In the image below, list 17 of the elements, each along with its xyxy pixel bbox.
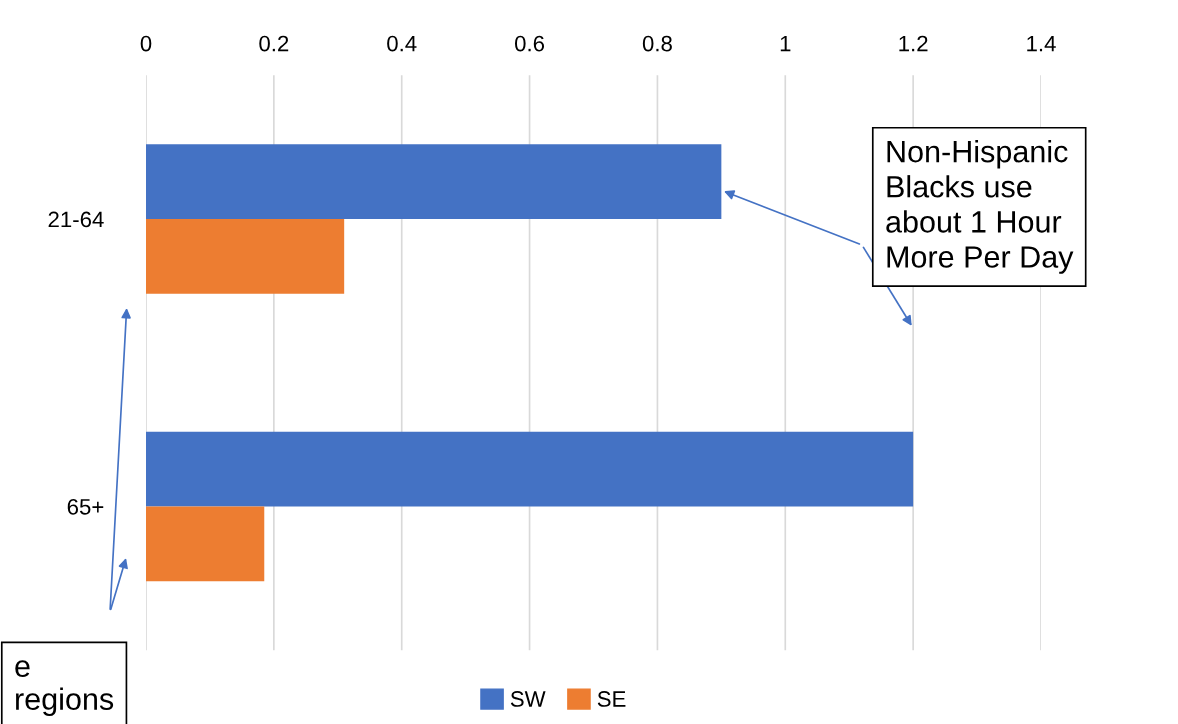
x-tick-label: 0.8: [642, 35, 672, 52]
text: e regions: [15, 660, 114, 716]
bar: [146, 506, 265, 582]
x-tick-label: 0: [140, 35, 152, 52]
x-tick-label: 1: [780, 35, 791, 52]
x-tick-label: 1.2: [899, 35, 928, 52]
y-tick-label: 65+: [67, 498, 104, 515]
bar: [146, 431, 914, 507]
legend-label: SW: [510, 691, 546, 707]
x-tick-label: 0.2: [259, 35, 289, 52]
x-tick-label: 0.6: [515, 35, 545, 52]
x-tick-label: 0.4: [387, 35, 417, 52]
x-tick-label: 1.4: [1027, 35, 1056, 52]
legend-label: SE: [597, 691, 626, 707]
annotation: Non-Hispanic Blacks use about 1 Hour More Per Day: [886, 140, 1074, 274]
y-tick-label: 21-64: [48, 211, 104, 228]
bar: [146, 219, 345, 294]
